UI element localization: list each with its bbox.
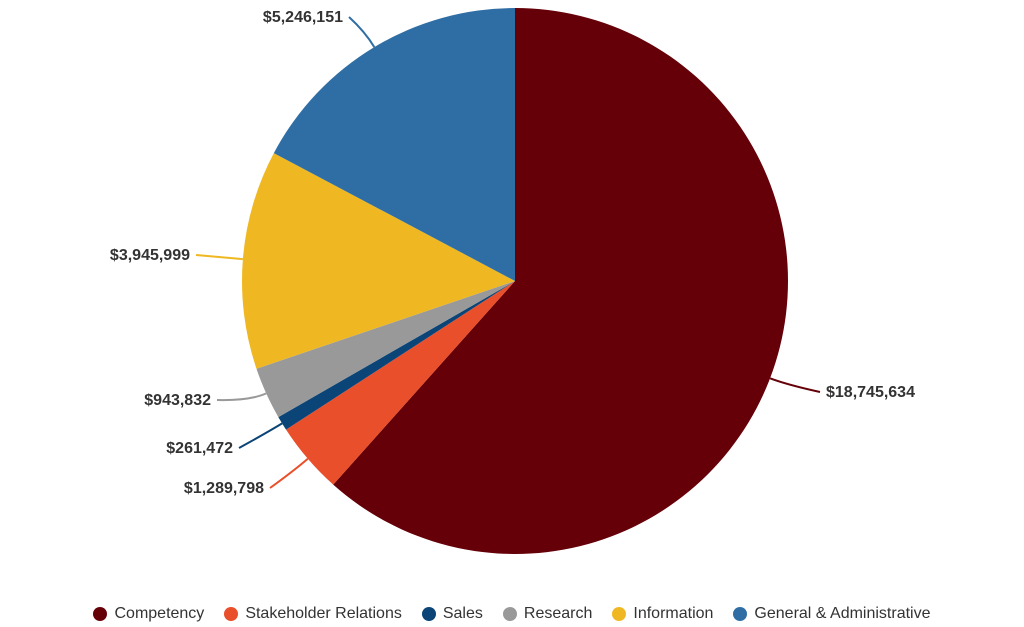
data-label-general-administrative: $5,246,151	[263, 9, 343, 26]
legend-item-information[interactable]: Information	[612, 605, 713, 623]
legend-label: Research	[523, 605, 593, 622]
data-label-information: $3,945,999	[110, 247, 190, 264]
pie-slice-competency[interactable]	[333, 8, 788, 554]
pie-slice-general-administrative[interactable]	[273, 7, 515, 281]
legend-swatch-icon	[224, 607, 239, 621]
legend-swatch-icon	[502, 607, 517, 621]
legend-item-general-administrative[interactable]: General & Administrative	[733, 605, 931, 623]
pie-chart-svg: $18,745,634 $1,289,798 $261,472 $943,832 $3,…	[110, 7, 915, 554]
legend-swatch-icon	[421, 607, 436, 621]
data-label-stakeholder-relations: $1,289,798	[184, 480, 264, 497]
leader-line-sales	[238, 422, 283, 449]
legend-label: Information	[633, 605, 714, 622]
leader-line-competency	[769, 377, 821, 393]
data-label-competency: $18,745,634	[826, 384, 915, 401]
legend-label: General & Administrative	[754, 605, 931, 622]
pie-slices	[242, 7, 788, 554]
pie-slice-research[interactable]	[256, 281, 515, 418]
pie-slice-stakeholder-relations[interactable]	[286, 281, 515, 485]
legend-item-research[interactable]: Research	[502, 605, 593, 623]
legend-label: Stakeholder Relations	[245, 605, 402, 622]
leader-line-stakeholder-relations	[269, 457, 309, 489]
legend: Competency Stakeholder Relations Sales R…	[0, 601, 1024, 627]
data-label-sales: $261,472	[166, 440, 233, 457]
data-labels: $18,745,634 $1,289,798 $261,472 $943,832 $3,…	[110, 9, 915, 497]
legend-item-competency[interactable]: Competency	[93, 605, 204, 623]
data-label-research: $943,832	[144, 392, 211, 409]
legend-swatch-icon	[612, 607, 627, 621]
legend-item-stakeholder-relations[interactable]: Stakeholder Relations	[224, 605, 402, 623]
legend-item-sales[interactable]: Sales	[421, 605, 483, 623]
pie-slice-sales[interactable]	[278, 281, 515, 430]
legend-swatch-icon	[93, 607, 108, 621]
pie-slice-information[interactable]	[242, 153, 515, 369]
legend-label: Competency	[114, 605, 205, 622]
leader-line-information	[195, 254, 243, 261]
leader-line-general-administrative	[348, 16, 376, 48]
leader-lines	[195, 16, 821, 489]
legend-swatch-icon	[733, 607, 748, 621]
leader-line-research	[216, 392, 267, 402]
legend-label: Sales	[442, 605, 483, 622]
